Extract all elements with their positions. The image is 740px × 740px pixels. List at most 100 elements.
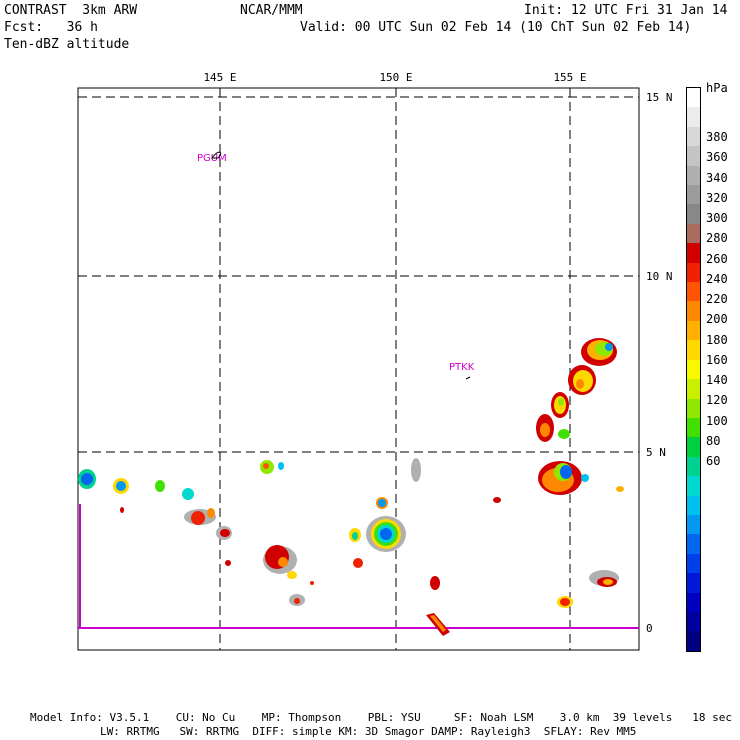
colorbar-swatch	[687, 320, 700, 341]
colorbar-swatch	[687, 592, 700, 612]
echo-cell	[366, 516, 406, 552]
echo-cell	[78, 469, 96, 489]
colorbar-swatch	[687, 282, 700, 302]
forecast-hour: Fcst: 36 h	[4, 20, 98, 35]
colorbar-tick-label: 220	[706, 292, 728, 306]
colorbar-swatch	[687, 456, 700, 477]
lat-grid	[78, 96, 639, 453]
echo-cell	[225, 560, 231, 566]
echo-cell	[536, 414, 554, 442]
colorbar-swatch	[687, 476, 700, 496]
colorbar-tick-label: 140	[706, 373, 728, 387]
colorbar-swatch	[687, 359, 700, 380]
colorbar-tick-label: 180	[706, 332, 728, 347]
colorbar-tick-label: 360	[706, 150, 728, 165]
echo-cell	[568, 365, 596, 395]
map-frame	[77, 87, 640, 651]
colorbar-tick-label: 100	[706, 413, 728, 428]
colorbar-swatch	[687, 611, 700, 632]
organization-label: NCAR/MMM	[240, 3, 303, 18]
valid-time: Valid: 00 UTC Sun 02 Feb 14 (10 ChT Sun …	[300, 20, 692, 35]
echo-cell	[294, 598, 300, 604]
colorbar-swatch	[687, 495, 700, 515]
colorbar-tick-label: 80	[706, 433, 721, 448]
colorbar-unit: hPa	[706, 81, 728, 95]
lon-label-145: 145 E	[203, 71, 236, 84]
echo-cell	[260, 460, 274, 474]
colorbar-swatch	[687, 417, 700, 438]
colorbar-swatch	[687, 146, 700, 166]
echo-cell	[430, 576, 440, 590]
init-time: Init: 12 UTC Fri 31 Jan 14	[524, 3, 728, 18]
colorbar-tick-label: 260	[706, 251, 728, 266]
echo-cell	[538, 461, 582, 495]
echo-cell	[551, 392, 569, 418]
station-ptkk: PTKK	[449, 362, 475, 373]
echo-cell	[278, 462, 284, 470]
colorbar-swatch	[687, 243, 700, 263]
echo-cell	[310, 581, 314, 585]
lon-label-155: 155 E	[553, 71, 586, 84]
colorbar-swatch	[687, 631, 700, 651]
echo-cell	[589, 570, 619, 587]
echo-cell	[263, 545, 297, 574]
lat-label-10: 10 N	[646, 270, 673, 283]
echo-cell	[560, 598, 570, 606]
colorbar-swatch	[687, 379, 700, 399]
colorbar-tick-label: 120	[706, 393, 728, 408]
colorbar-swatch	[687, 573, 700, 593]
echo-cell	[113, 478, 129, 494]
colorbar-swatch	[687, 534, 700, 554]
colorbar-swatch	[687, 262, 700, 283]
lat-label-15: 15 N	[646, 91, 673, 104]
colorbar-swatch	[687, 126, 700, 147]
colorbar-swatch	[687, 107, 700, 127]
echo-field	[78, 338, 624, 636]
lat-label-0: 0	[646, 622, 653, 635]
colorbar-tick-label: 240	[706, 271, 728, 286]
colorbar-tick-label: 320	[706, 190, 728, 205]
colorbar-swatch	[687, 340, 700, 360]
colorbar	[686, 87, 701, 652]
echo-cell	[426, 613, 450, 636]
model-info-line-2: LW: RRTMG SW: RRTMG DIFF: simple KM: 3D …	[100, 725, 637, 738]
echo-cell	[184, 508, 216, 525]
echo-cell	[182, 488, 194, 500]
echo-cell	[155, 480, 165, 492]
colorbar-swatch	[687, 165, 700, 186]
echo-cell	[287, 571, 297, 579]
lon-label-150: 150 E	[379, 71, 412, 84]
echo-cell	[376, 497, 388, 509]
colorbar-tick-label: 160	[706, 352, 728, 367]
colorbar-swatch	[687, 223, 700, 244]
echo-cell	[581, 338, 617, 366]
guam-coastline	[211, 151, 222, 159]
echo-cell	[616, 486, 624, 492]
echo-cell	[353, 558, 363, 568]
echo-cell	[581, 474, 589, 482]
model-info-line-1: Model Info: V3.5.1 CU: No Cu MP: Thompso…	[30, 711, 732, 724]
colorbar-tick-label: 200	[706, 312, 728, 327]
echo-cell	[120, 507, 124, 513]
colorbar-strip	[687, 88, 700, 651]
colorbar-swatch	[687, 185, 700, 205]
field-name: Ten-dBZ altitude	[4, 37, 130, 52]
colorbar-swatch	[687, 301, 700, 321]
lon-grid	[219, 88, 571, 650]
colorbar-swatch	[687, 88, 700, 108]
colorbar-tick-label: 380	[706, 130, 728, 144]
echo-cell	[558, 429, 570, 439]
colorbar-swatch	[687, 514, 700, 535]
colorbar-swatch	[687, 204, 700, 224]
model-title: CONTRAST 3km ARW	[4, 3, 138, 18]
echo-cell	[216, 526, 232, 540]
echo-cell	[411, 458, 421, 482]
colorbar-swatch	[687, 398, 700, 418]
echo-cell	[349, 528, 361, 542]
colorbar-tick-label: 340	[706, 170, 728, 185]
echo-cell	[493, 497, 501, 503]
lat-label-5: 5 N	[646, 446, 666, 459]
colorbar-tick-label: 280	[706, 231, 728, 246]
colorbar-swatch	[687, 553, 700, 574]
